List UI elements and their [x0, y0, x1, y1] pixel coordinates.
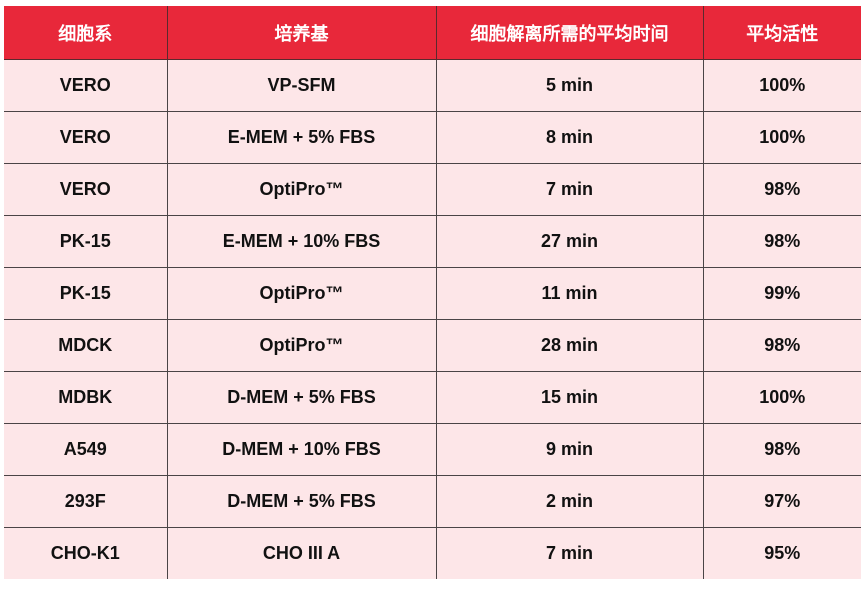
dissociation-time-cell: 9 min	[435, 423, 704, 476]
medium-cell: CHO III A	[166, 527, 437, 579]
cell-line-cell: VERO	[4, 59, 168, 112]
table-row: VERO OptiPro™ 7 min 98%	[4, 163, 861, 216]
table-row: MDCK OptiPro™ 28 min 98%	[4, 319, 861, 372]
header-avg-dissociation-time: 细胞解离所需的平均时间	[435, 6, 704, 60]
dissociation-time-cell: 5 min	[435, 59, 704, 112]
medium-cell: OptiPro™	[166, 319, 437, 372]
dissociation-time-cell: 7 min	[435, 163, 704, 216]
viability-cell: 97%	[702, 475, 861, 528]
dissociation-time-cell: 15 min	[435, 371, 704, 424]
table-row: PK-15 OptiPro™ 11 min 99%	[4, 267, 861, 320]
cell-line-cell: PK-15	[4, 215, 168, 268]
medium-cell: E-MEM + 5% FBS	[166, 111, 437, 164]
medium-cell: VP-SFM	[166, 59, 437, 112]
viability-cell: 98%	[702, 423, 861, 476]
table-row: MDBK D-MEM + 5% FBS 15 min 100%	[4, 371, 861, 424]
table-row: A549 D-MEM + 10% FBS 9 min 98%	[4, 423, 861, 476]
dissociation-time-cell: 8 min	[435, 111, 704, 164]
medium-cell: D-MEM + 5% FBS	[166, 475, 437, 528]
viability-cell: 98%	[702, 319, 861, 372]
cell-dissociation-table: 细胞系 培养基 细胞解离所需的平均时间 平均活性 VERO VP-SFM 5 min…	[4, 6, 861, 579]
medium-cell: D-MEM + 5% FBS	[166, 371, 437, 424]
cell-line-cell: VERO	[4, 111, 168, 164]
header-row: 细胞系 培养基 细胞解离所需的平均时间 平均活性	[4, 6, 861, 60]
viability-cell: 100%	[702, 59, 861, 112]
viability-cell: 95%	[702, 527, 861, 579]
dissociation-time-cell: 7 min	[435, 527, 704, 579]
table-row: VERO E-MEM + 5% FBS 8 min 100%	[4, 111, 861, 164]
cell-line-cell: A549	[4, 423, 168, 476]
table-row: VERO VP-SFM 5 min 100%	[4, 59, 861, 112]
medium-cell: D-MEM + 10% FBS	[166, 423, 437, 476]
table-row: 293F D-MEM + 5% FBS 2 min 97%	[4, 475, 861, 528]
viability-cell: 100%	[702, 371, 861, 424]
dissociation-time-cell: 28 min	[435, 319, 704, 372]
table-row: PK-15 E-MEM + 10% FBS 27 min 98%	[4, 215, 861, 268]
viability-cell: 100%	[702, 111, 861, 164]
cell-line-cell: MDBK	[4, 371, 168, 424]
viability-cell: 98%	[702, 215, 861, 268]
header-avg-viability: 平均活性	[702, 6, 861, 60]
header-cell-line: 细胞系	[4, 6, 168, 60]
medium-cell: E-MEM + 10% FBS	[166, 215, 437, 268]
dissociation-time-cell: 27 min	[435, 215, 704, 268]
cell-line-cell: PK-15	[4, 267, 168, 320]
cell-line-cell: CHO-K1	[4, 527, 168, 579]
dissociation-time-cell: 2 min	[435, 475, 704, 528]
dissociation-time-cell: 11 min	[435, 267, 704, 320]
cell-line-cell: VERO	[4, 163, 168, 216]
viability-cell: 99%	[702, 267, 861, 320]
cell-line-cell: MDCK	[4, 319, 168, 372]
header-medium: 培养基	[166, 6, 437, 60]
viability-cell: 98%	[702, 163, 861, 216]
medium-cell: OptiPro™	[166, 163, 437, 216]
medium-cell: OptiPro™	[166, 267, 437, 320]
cell-line-cell: 293F	[4, 475, 168, 528]
